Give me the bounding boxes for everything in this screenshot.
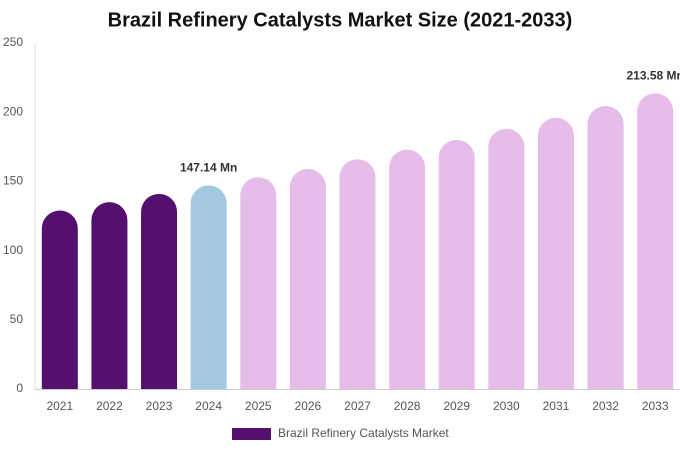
y-tick-label: 0 [16, 381, 23, 395]
x-tick-label: 2026 [295, 399, 322, 413]
y-tick-label: 200 [3, 104, 23, 118]
x-tick-label: 2029 [443, 399, 470, 413]
x-tick-label: 2021 [46, 399, 73, 413]
x-tick-label: 2022 [96, 399, 123, 413]
x-tick-label: 2025 [245, 399, 272, 413]
chart-title: Brazil Refinery Catalysts Market Size (2… [108, 9, 573, 31]
x-tick-label: 2032 [592, 399, 619, 413]
x-tick-label: 2028 [394, 399, 421, 413]
bar [637, 93, 674, 390]
x-tick-label: 2031 [543, 399, 570, 413]
bar [537, 117, 574, 389]
x-tick-label: 2027 [344, 399, 371, 413]
bar [339, 159, 376, 389]
value-label: 147.14 Mn [180, 161, 237, 175]
x-tick-label: 2033 [642, 399, 669, 413]
legend-swatch [232, 428, 271, 440]
bar [91, 202, 128, 389]
x-tick-label: 2024 [195, 399, 222, 413]
bar [289, 168, 326, 389]
bar [488, 128, 525, 389]
bar [438, 139, 475, 389]
bar [587, 105, 624, 390]
value-label: 213.58 Mn [627, 69, 680, 83]
legend-label: Brazil Refinery Catalysts Market [278, 426, 449, 440]
x-tick-label: 2023 [146, 399, 173, 413]
y-tick-label: 100 [3, 243, 23, 257]
y-tick-label: 50 [10, 312, 24, 326]
bar [141, 193, 178, 389]
x-tick-label: 2030 [493, 399, 520, 413]
y-tick-label: 150 [3, 174, 23, 188]
bar [240, 177, 277, 389]
bar [389, 149, 426, 389]
bar [41, 210, 78, 389]
y-tick-label: 250 [3, 35, 23, 49]
bar [190, 185, 227, 389]
